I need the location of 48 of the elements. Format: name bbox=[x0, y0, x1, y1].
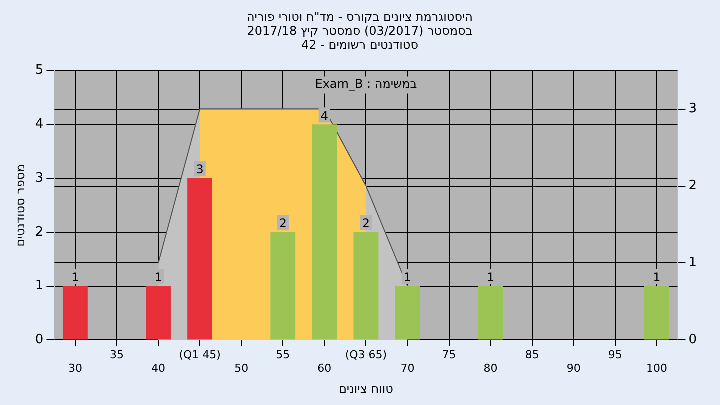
x-tick-label: 95 bbox=[608, 348, 622, 362]
bar bbox=[312, 124, 338, 340]
y2-tick-label: 0 bbox=[688, 332, 698, 348]
y-tick-label: 4 bbox=[35, 117, 44, 132]
x-tick-label: 75 bbox=[442, 348, 456, 362]
data-label: 1 bbox=[154, 270, 162, 284]
bar bbox=[354, 232, 379, 340]
y-tick-label: 3 bbox=[35, 170, 44, 186]
bar bbox=[395, 286, 420, 340]
data-label: 2 bbox=[279, 216, 287, 231]
data-label: 3 bbox=[196, 162, 204, 177]
chart-subtitle: בסמסטר (03/2017) סמסטר קיץ 2017/18 סטודנטים רשומים - 42 bbox=[246, 24, 474, 52]
chart-title: היסטוגרמת ציונים בקורס - מד"ח וטורי פוריה bbox=[246, 10, 474, 24]
data-label: 2 bbox=[362, 216, 370, 231]
y-tick-label: 5 bbox=[35, 63, 44, 78]
y2-tick-label: 3 bbox=[688, 102, 698, 117]
x-tick-label: 85 bbox=[525, 348, 540, 362]
data-label: 1 bbox=[72, 270, 80, 284]
annotation: Exam_B : במשימה bbox=[315, 76, 418, 91]
x-tick-label: (Q1 45) bbox=[179, 348, 221, 362]
x-tick-label: (Q3 65) bbox=[345, 348, 388, 362]
x-tick-label: 35 bbox=[110, 348, 124, 362]
x-tick-label: 60 bbox=[318, 362, 332, 375]
bar bbox=[146, 286, 171, 340]
bar bbox=[62, 286, 88, 340]
y-axis-title: מספר סטודנטים bbox=[13, 164, 28, 247]
bar bbox=[188, 178, 213, 340]
x-axis-title: טווח ציונים bbox=[338, 382, 394, 396]
y-tick-label: 2 bbox=[35, 224, 44, 240]
bar bbox=[644, 286, 670, 340]
y-tick-label: 1 bbox=[35, 278, 44, 294]
data-label: 1 bbox=[404, 270, 412, 284]
x-tick-label: 80 bbox=[484, 362, 498, 375]
y2-tick-label: 2 bbox=[688, 178, 698, 194]
x-tick-label: 55 bbox=[276, 348, 290, 362]
x-tick-label: 90 bbox=[566, 362, 581, 375]
x-tick-label: 100 bbox=[646, 362, 668, 375]
data-label: 1 bbox=[486, 270, 495, 284]
bar bbox=[478, 286, 504, 340]
data-label: 4 bbox=[320, 108, 328, 123]
x-tick-label: 50 bbox=[234, 362, 249, 375]
y-tick-label: 0 bbox=[35, 332, 44, 348]
data-label: 1 bbox=[653, 270, 661, 284]
x-tick-label: 30 bbox=[68, 362, 82, 375]
x-tick-label: 70 bbox=[400, 362, 415, 375]
bar bbox=[270, 232, 296, 340]
x-tick-label: 40 bbox=[152, 362, 166, 375]
y2-tick-label: 1 bbox=[688, 256, 698, 271]
